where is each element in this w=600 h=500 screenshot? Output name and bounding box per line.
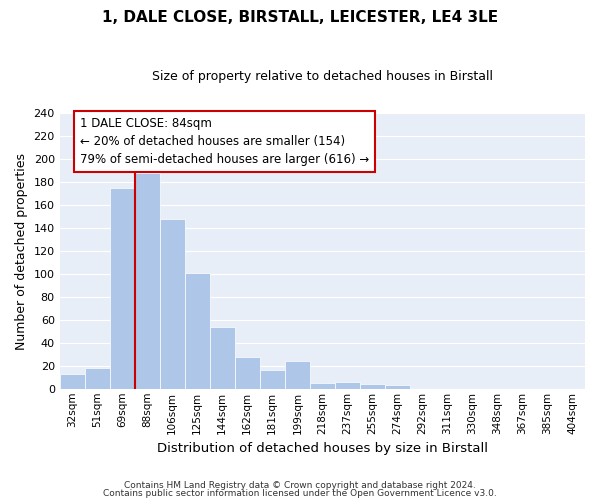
Bar [59,374,85,389]
Bar [210,327,235,389]
Bar [335,382,360,389]
Bar [310,383,335,389]
Title: Size of property relative to detached houses in Birstall: Size of property relative to detached ho… [152,70,493,83]
Text: 1, DALE CLOSE, BIRSTALL, LEICESTER, LE4 3LE: 1, DALE CLOSE, BIRSTALL, LEICESTER, LE4 … [102,10,498,25]
Text: 1 DALE CLOSE: 84sqm
← 20% of detached houses are smaller (154)
79% of semi-detac: 1 DALE CLOSE: 84sqm ← 20% of detached ho… [80,117,369,166]
Text: Contains public sector information licensed under the Open Government Licence v3: Contains public sector information licen… [103,488,497,498]
Bar [260,370,285,389]
Bar [110,188,135,389]
Bar [360,384,385,389]
Bar [285,361,310,389]
X-axis label: Distribution of detached houses by size in Birstall: Distribution of detached houses by size … [157,442,488,455]
Text: Contains HM Land Registry data © Crown copyright and database right 2024.: Contains HM Land Registry data © Crown c… [124,481,476,490]
Bar [385,386,410,389]
Bar [235,356,260,389]
Bar [135,173,160,389]
Bar [85,368,110,389]
Y-axis label: Number of detached properties: Number of detached properties [15,152,28,350]
Bar [160,219,185,389]
Bar [185,273,210,389]
